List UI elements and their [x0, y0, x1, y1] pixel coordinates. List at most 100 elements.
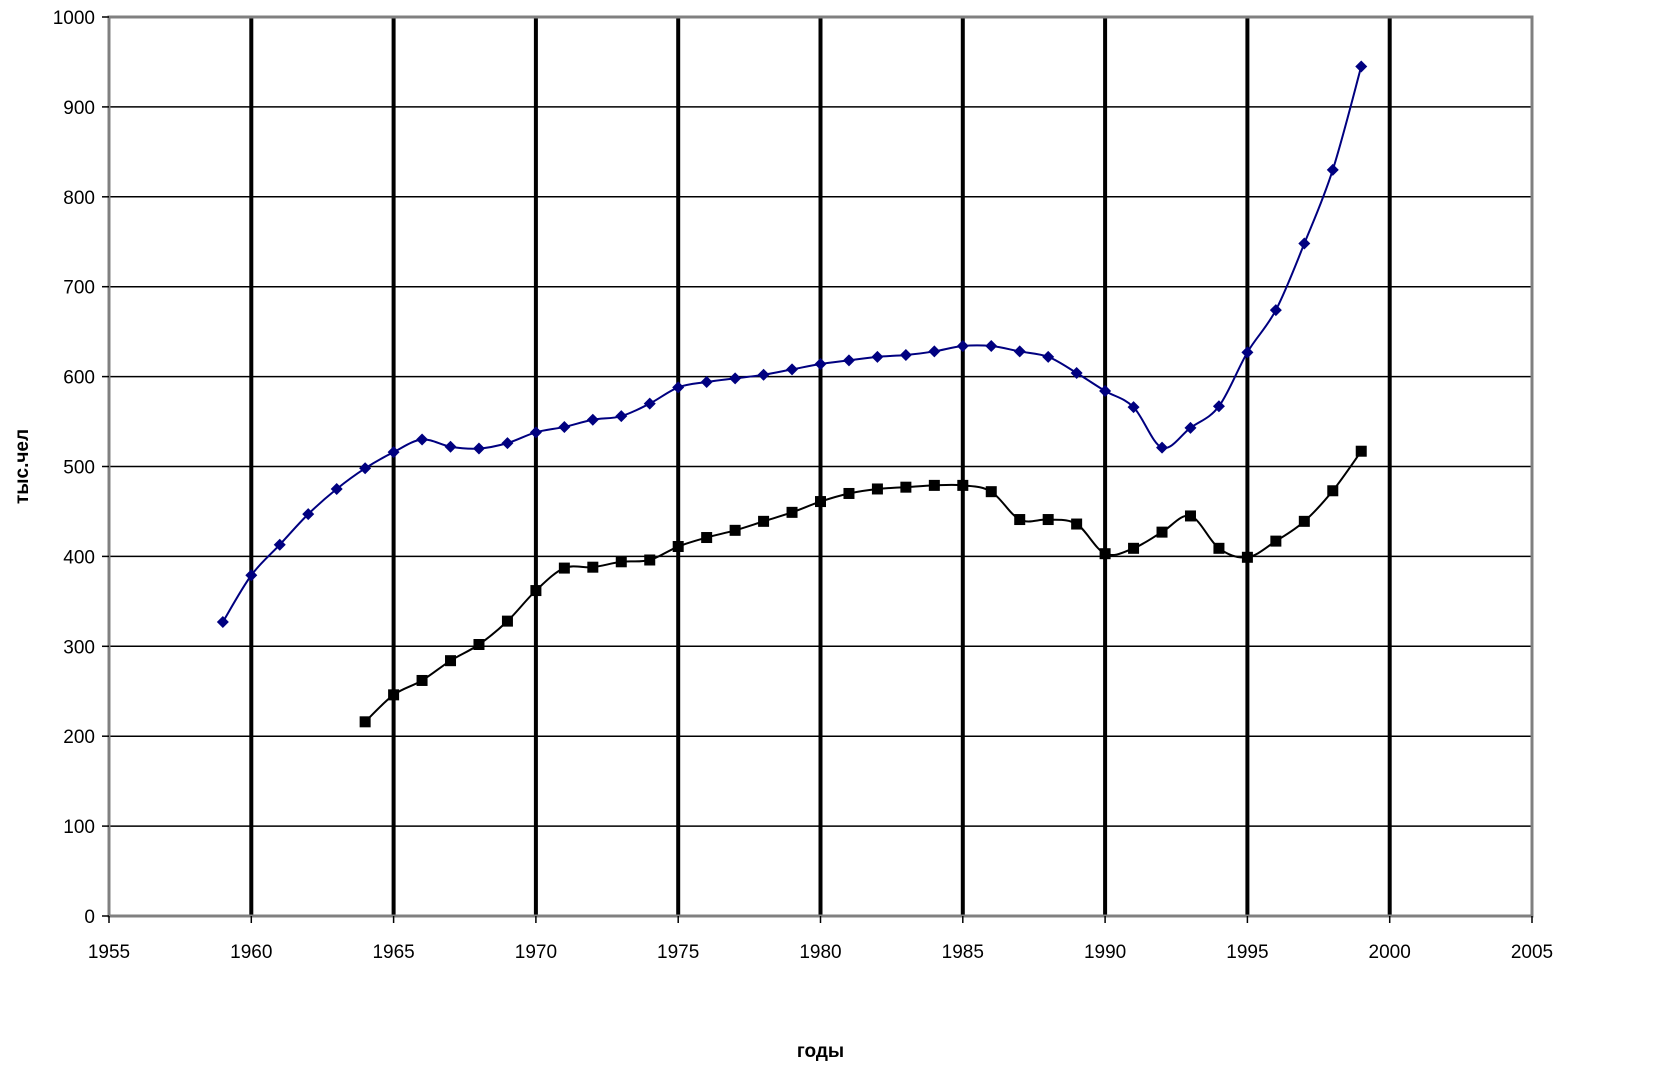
series-2-point: [501, 615, 513, 627]
series-2-point: [1298, 515, 1310, 527]
series-1-point: [302, 508, 315, 521]
y-tick-label: 500: [63, 458, 95, 479]
series-1-point: [672, 381, 685, 394]
series-1-point: [529, 426, 542, 439]
series-line-1: [221, 66, 1363, 623]
series-2-point: [1071, 518, 1083, 530]
series-2-point: [1042, 514, 1054, 526]
series-2-point: [1213, 542, 1225, 554]
series-2-point: [786, 506, 798, 518]
y-axis-tick-labels: 0 100 200 300 400 500 600 700 800 900 1000: [53, 8, 109, 928]
series-1-point: [1241, 346, 1254, 359]
series-1-point: [1355, 60, 1368, 73]
series-1-point: [444, 440, 457, 453]
series-2-point: [871, 483, 883, 495]
series-2-point: [1184, 510, 1196, 522]
series-1-point: [928, 345, 941, 358]
series-1-point: [1099, 384, 1112, 397]
series-1-point: [643, 397, 656, 410]
y-tick-label: 300: [63, 637, 95, 658]
series-1-point: [1042, 350, 1055, 363]
series-2-point: [985, 486, 997, 498]
series-1-point: [871, 350, 884, 363]
series-2-point: [900, 481, 912, 493]
series-1-point: [558, 420, 571, 433]
x-tick-label: 1985: [942, 942, 984, 963]
y-tick-label: 400: [63, 547, 95, 568]
x-axis-tick-labels: 1955 1960 1965 1970 1975 1980 1985 1990 1995 2000…: [88, 916, 1553, 963]
series-1-point: [842, 354, 855, 367]
series-2-point: [843, 487, 855, 499]
y-axis-title: тыс.чел: [12, 429, 33, 504]
series-1-point: [245, 569, 258, 582]
series-1-point: [956, 340, 969, 353]
series-1-point: [615, 410, 628, 423]
series-2-point: [758, 515, 770, 527]
series-1-point: [985, 340, 998, 353]
y-tick-label: 1000: [53, 8, 95, 29]
series-2-point: [1128, 542, 1140, 554]
series-line-2: [364, 450, 1363, 723]
x-tick-label: 1965: [372, 942, 414, 963]
series-1-point: [586, 413, 599, 426]
series-2-point: [928, 479, 940, 491]
series-2-point: [1099, 548, 1111, 560]
series-1-point: [1013, 345, 1026, 358]
series-2-point: [1014, 514, 1026, 526]
series-2-point: [359, 716, 371, 728]
series-1-point: [330, 482, 343, 495]
series-1-point: [359, 462, 372, 475]
series-2-point: [644, 554, 656, 566]
x-tick-label: 1970: [515, 942, 557, 963]
series-2-point: [615, 556, 627, 568]
x-tick-label: 2000: [1369, 942, 1411, 963]
y-tick-label: 0: [84, 907, 95, 928]
series-2-point: [473, 639, 485, 651]
series-1-point: [899, 349, 912, 362]
x-tick-label: 1955: [88, 942, 130, 963]
series-1-point: [273, 538, 286, 551]
series-1-point: [1326, 163, 1339, 176]
series-1-point: [216, 616, 229, 629]
series-1-point: [729, 372, 742, 385]
series-1-point: [387, 446, 400, 459]
series-2-point: [388, 689, 400, 701]
series-2-point: [530, 585, 542, 597]
series-1-point: [501, 437, 514, 450]
y-tick-label: 600: [63, 368, 95, 389]
x-tick-label: 1980: [799, 942, 841, 963]
series-1-point: [1269, 304, 1282, 317]
series-1-point: [700, 375, 713, 388]
x-tick-label: 2005: [1511, 942, 1553, 963]
series-2-point: [701, 532, 713, 544]
x-tick-label: 1990: [1084, 942, 1126, 963]
series-2-point: [1156, 526, 1168, 538]
series-1-point: [757, 368, 770, 381]
series-1-point: [1070, 367, 1083, 380]
series-1-point: [1127, 401, 1140, 414]
series-2-point: [587, 561, 599, 573]
series-2-point: [1241, 551, 1253, 563]
series-2-point: [416, 674, 428, 686]
y-tick-label: 800: [63, 188, 95, 209]
series-1-point: [1156, 441, 1169, 454]
x-tick-label: 1975: [657, 942, 699, 963]
series-2-point: [558, 562, 570, 574]
series-1-point: [814, 358, 827, 371]
series-2-point: [672, 541, 684, 553]
series-1-point: [1298, 237, 1311, 250]
x-tick-label: 1960: [230, 942, 272, 963]
series-1-point: [1184, 421, 1197, 434]
y-tick-label: 700: [63, 278, 95, 299]
series-2-point: [1355, 445, 1367, 457]
series-2-point: [1327, 485, 1339, 497]
x-axis-title: годы: [797, 1041, 844, 1062]
series-1-point: [1212, 400, 1225, 413]
series-2-point: [957, 479, 969, 491]
series-2-point: [1270, 535, 1282, 547]
x-tick-label: 1995: [1226, 942, 1268, 963]
series-1-point: [472, 442, 485, 455]
y-tick-label: 900: [63, 98, 95, 119]
